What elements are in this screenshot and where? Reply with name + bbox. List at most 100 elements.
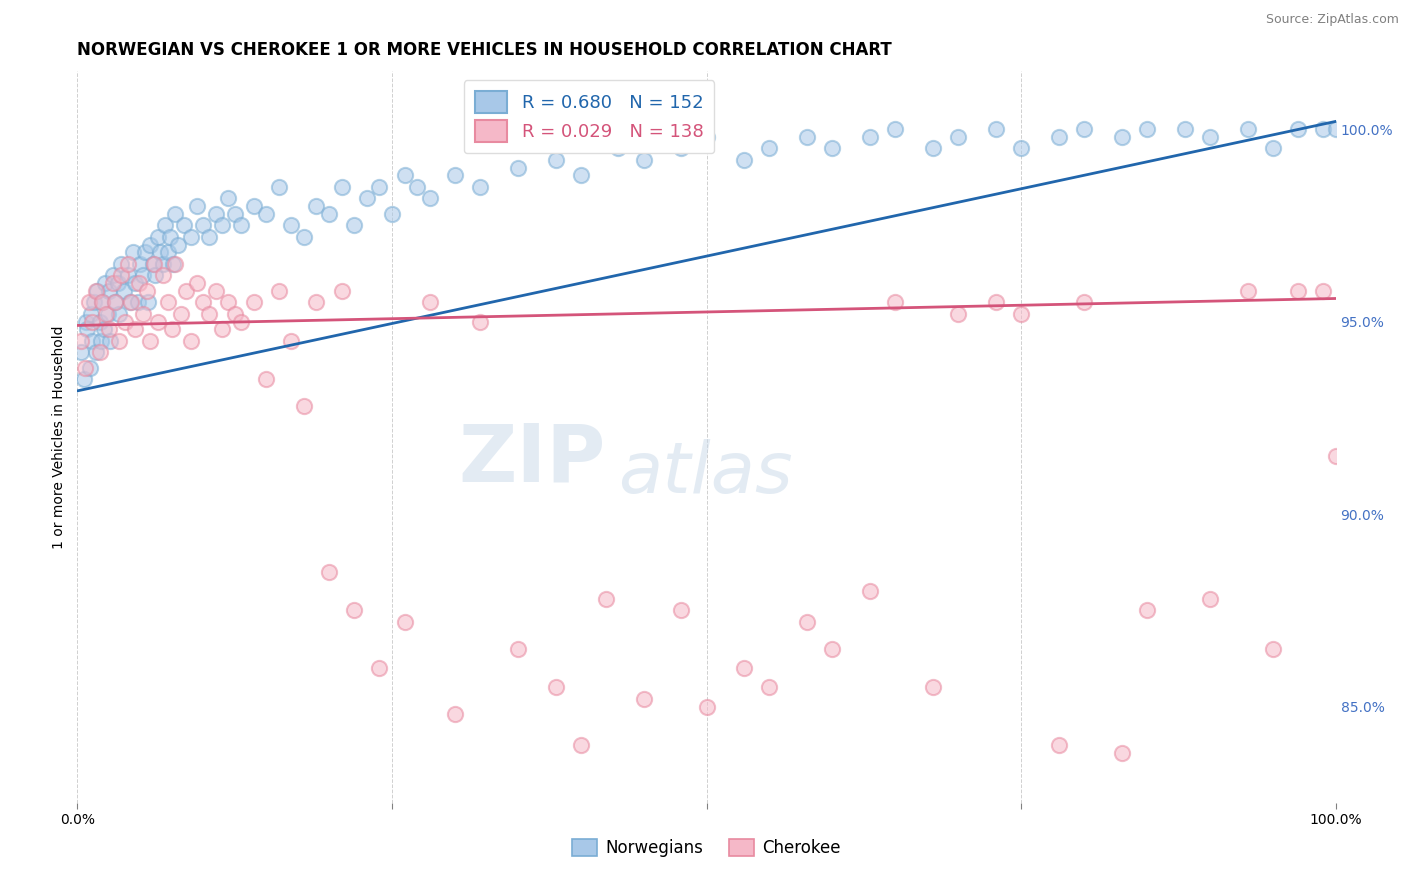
Point <box>292 399 315 413</box>
Point <box>229 315 252 329</box>
Point <box>173 219 195 233</box>
Point <box>174 284 197 298</box>
Point <box>343 219 366 233</box>
Point <box>104 295 127 310</box>
Point <box>180 334 202 348</box>
Point <box>211 219 233 233</box>
Point <box>97 322 120 336</box>
Point <box>1261 141 1284 155</box>
Point <box>162 257 184 271</box>
Point <box>280 219 302 233</box>
Point <box>97 284 120 298</box>
Point <box>318 207 340 221</box>
Point <box>821 641 844 656</box>
Point <box>1199 129 1222 144</box>
Point <box>82 334 104 348</box>
Point <box>101 276 124 290</box>
Point <box>1286 122 1309 136</box>
Point <box>343 603 366 617</box>
Point <box>143 268 166 283</box>
Point <box>191 219 215 233</box>
Point <box>796 129 818 144</box>
Point <box>110 268 132 283</box>
Point <box>120 295 142 310</box>
Point <box>607 141 630 155</box>
Point <box>128 276 150 290</box>
Point <box>368 661 391 675</box>
Point <box>280 334 302 348</box>
Point <box>922 141 945 155</box>
Point <box>112 284 135 298</box>
Point <box>406 179 429 194</box>
Point <box>159 230 181 244</box>
Point <box>984 295 1007 310</box>
Point <box>83 295 105 310</box>
Point <box>135 284 157 298</box>
Point <box>101 268 124 283</box>
Point <box>633 691 655 706</box>
Legend: Norwegians, Cherokee: Norwegians, Cherokee <box>565 832 848 864</box>
Point <box>506 161 529 175</box>
Point <box>110 257 132 271</box>
Point <box>156 245 179 260</box>
Point <box>139 237 162 252</box>
Point <box>152 268 174 283</box>
Point <box>1111 746 1133 760</box>
Point <box>224 307 246 321</box>
Point <box>267 179 290 194</box>
Point <box>117 268 139 283</box>
Point <box>134 245 156 260</box>
Point <box>1010 141 1032 155</box>
Point <box>1047 129 1070 144</box>
Point <box>217 191 239 205</box>
Point <box>544 681 567 695</box>
Point <box>75 315 97 329</box>
Point <box>89 315 111 329</box>
Point <box>595 591 617 606</box>
Point <box>143 257 166 271</box>
Point <box>254 372 277 386</box>
Point <box>217 295 239 310</box>
Point <box>381 207 404 221</box>
Point <box>922 681 945 695</box>
Point <box>394 169 416 183</box>
Point <box>444 169 467 183</box>
Point <box>98 334 121 348</box>
Point <box>242 199 264 213</box>
Point <box>242 295 264 310</box>
Point <box>165 257 187 271</box>
Point <box>419 191 441 205</box>
Point <box>70 334 93 348</box>
Point <box>633 153 655 167</box>
Point <box>696 129 718 144</box>
Point <box>1010 307 1032 321</box>
Point <box>198 230 221 244</box>
Point <box>124 276 146 290</box>
Point <box>156 295 179 310</box>
Point <box>696 699 718 714</box>
Point <box>1286 284 1309 298</box>
Point <box>155 219 177 233</box>
Point <box>758 141 780 155</box>
Point <box>152 257 174 271</box>
Point <box>165 207 187 221</box>
Point <box>1261 641 1284 656</box>
Point <box>229 219 252 233</box>
Point <box>82 315 104 329</box>
Point <box>86 284 108 298</box>
Point <box>120 295 142 310</box>
Point <box>1312 284 1334 298</box>
Point <box>468 179 491 194</box>
Point <box>821 141 844 155</box>
Point <box>180 230 202 244</box>
Point <box>127 295 149 310</box>
Point <box>73 360 96 375</box>
Point <box>305 199 328 213</box>
Point <box>569 738 592 752</box>
Point <box>108 307 131 321</box>
Point <box>91 295 114 310</box>
Point <box>318 565 340 579</box>
Point <box>1174 815 1197 830</box>
Point <box>142 257 165 271</box>
Point <box>114 315 136 329</box>
